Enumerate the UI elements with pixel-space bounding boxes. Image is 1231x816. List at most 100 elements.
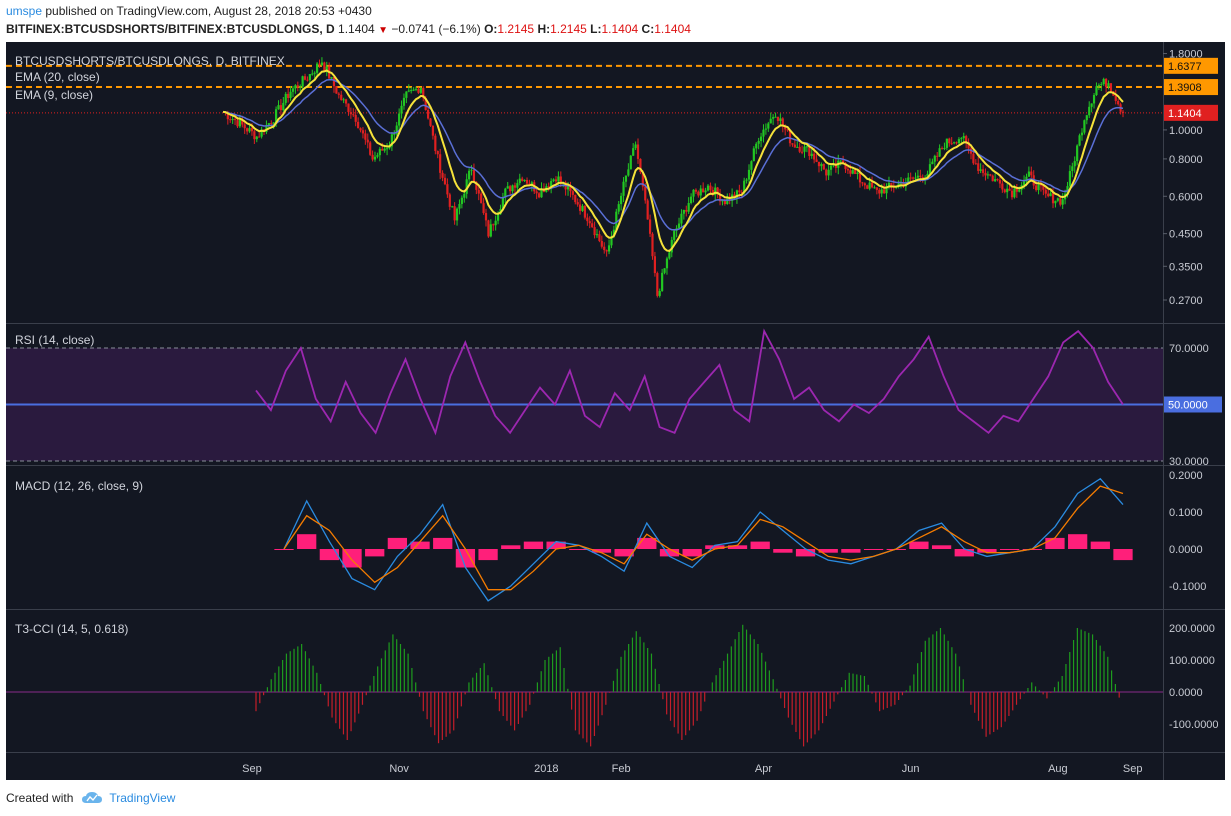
candle-body [1001, 183, 1004, 190]
candle-body [1095, 86, 1098, 96]
candle-body [644, 186, 647, 201]
ema-lines [222, 69, 1124, 252]
candle-body [755, 143, 758, 149]
candle-body [373, 156, 377, 160]
candle-body [579, 204, 582, 211]
cci-tick-label: 0.0000 [1169, 687, 1203, 699]
price-tick-label: 0.2700 [1169, 295, 1203, 307]
candle-body [1044, 189, 1047, 194]
candle-body [395, 125, 398, 134]
candle-body [385, 148, 389, 150]
candle-body [400, 105, 403, 114]
candle-body [793, 144, 796, 148]
candle-body [1037, 184, 1040, 191]
candle-body [610, 236, 613, 246]
candle-body [301, 76, 304, 87]
macd-histogram-bar [433, 537, 453, 549]
candle-body [1030, 171, 1033, 176]
candle-body [1051, 193, 1055, 204]
candle-body [952, 142, 956, 144]
candle-body [866, 185, 869, 189]
price-tick-label: 1.8000 [1169, 49, 1203, 61]
candle-body [670, 239, 673, 253]
candle-body [815, 159, 818, 162]
time-tick-label: Apr [755, 763, 772, 775]
candle-body [248, 128, 251, 132]
candle-body [320, 62, 324, 66]
candle-body [986, 174, 989, 176]
macd-histogram-bar [387, 537, 408, 549]
tradingview-link[interactable]: TradingView [109, 791, 176, 805]
candle-body [880, 189, 883, 194]
candle-body [1059, 198, 1062, 205]
candle-body [253, 131, 256, 140]
candle-body [465, 179, 468, 194]
candle-body [851, 170, 854, 174]
chart-canvas[interactable]: 1.8000 1.0000 0.8000 0.6000 0.4500 0.3500 0.27… [6, 42, 1225, 780]
candle-body [1008, 188, 1011, 191]
candle-body [607, 245, 611, 252]
price-line-label: 1.3908 [1168, 82, 1202, 94]
candle-body [718, 194, 722, 202]
macd-histogram-bar [705, 545, 725, 549]
candle-body [366, 139, 369, 143]
candle-body [861, 182, 864, 184]
candle-body [704, 190, 707, 193]
candle-body [750, 161, 753, 170]
candle-body [921, 176, 924, 180]
candle-body [299, 86, 302, 88]
macd-histogram-bar [999, 549, 1020, 550]
last-price: 1.1404 [338, 22, 375, 36]
candle-body [229, 119, 232, 121]
candle-body [364, 133, 367, 140]
candle-body [632, 148, 635, 156]
candle-body [342, 99, 345, 101]
macd-histogram-bar [478, 549, 498, 561]
candle-body [723, 199, 726, 205]
candle-body [687, 202, 690, 212]
candle-body [496, 214, 500, 221]
candle-body [957, 139, 961, 144]
candle-body [711, 189, 714, 196]
candle-body [646, 200, 649, 220]
candle-body [511, 185, 514, 192]
candle-body [791, 143, 794, 145]
macd-histogram-bar [909, 541, 929, 549]
candle-body [540, 188, 543, 198]
candle-body [800, 151, 804, 153]
candle-body [270, 123, 273, 125]
candle-body [998, 180, 1002, 184]
candle-body [598, 234, 601, 241]
candle-body [1047, 193, 1050, 197]
candle-body [569, 186, 572, 192]
candle-body [287, 93, 290, 99]
candle-body [735, 190, 739, 198]
macd-histogram-bar [569, 549, 589, 550]
candle-body [873, 187, 876, 189]
candle-body [743, 180, 746, 194]
candle-body [709, 185, 712, 190]
candle-body [330, 76, 333, 79]
candle-body [552, 179, 555, 181]
macd-histogram-bar [297, 534, 317, 549]
macd-histogram-bar [795, 549, 816, 557]
cci-tick-label: 200.0000 [1169, 623, 1215, 635]
price-label-box [1164, 79, 1218, 96]
author-link[interactable]: umspe [6, 4, 43, 18]
time-tick-label: Jun [902, 763, 920, 775]
candle-body [600, 240, 603, 247]
candle-body [1022, 181, 1026, 186]
candle-body [576, 202, 579, 205]
candle-body [945, 138, 948, 148]
candle-body [581, 205, 584, 211]
candle-body [426, 109, 430, 119]
candle-body [965, 136, 968, 143]
candle-body [398, 113, 401, 126]
candle-body [740, 192, 743, 194]
low-label: L: [590, 22, 602, 36]
candle-body [1083, 120, 1086, 133]
macd-tick-label: 0.1000 [1169, 507, 1203, 519]
macd-histogram-bar [637, 537, 657, 549]
candle-body [460, 197, 463, 205]
candle-body [702, 188, 705, 193]
